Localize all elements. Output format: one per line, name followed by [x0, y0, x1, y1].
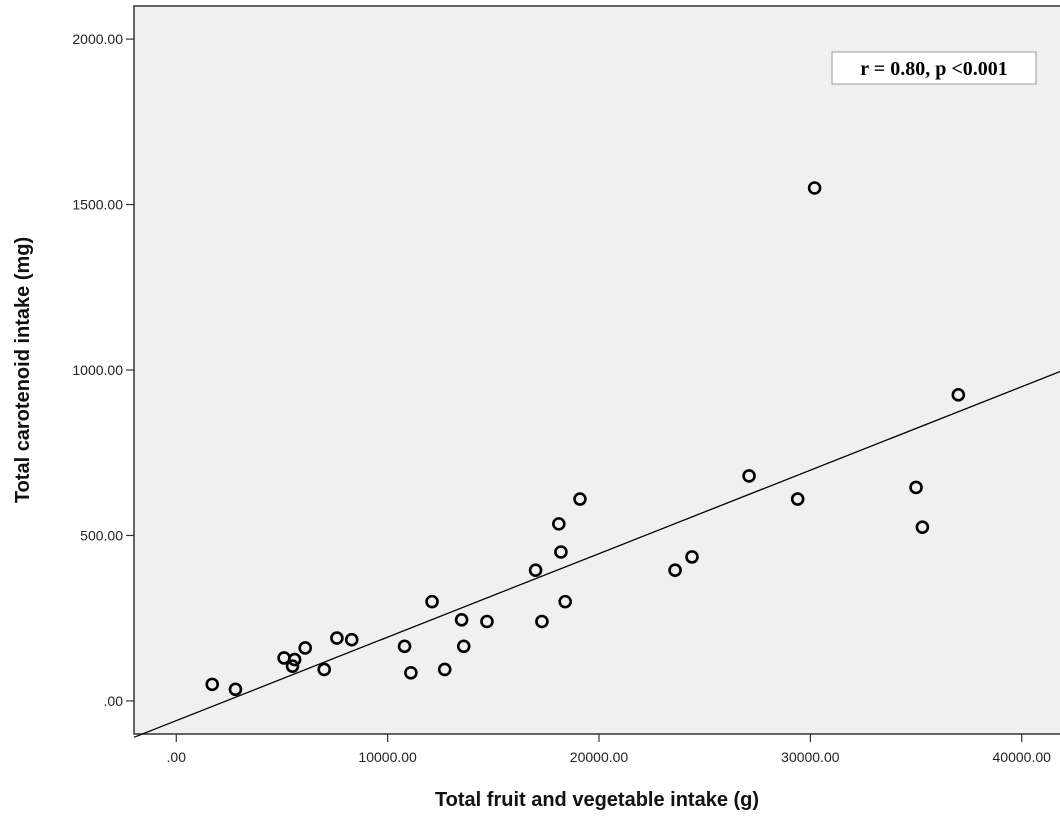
data-point: [205, 677, 220, 692]
data-point: [554, 545, 568, 559]
data-point: [480, 614, 494, 629]
x-axis: .00 10000.00 20000.00 30000.00 40000.00: [167, 734, 1052, 765]
data-point: [454, 613, 469, 627]
points-group: [205, 181, 966, 697]
y-tick-label: 2000.00: [72, 31, 123, 47]
data-point: [915, 520, 930, 534]
data-point: [528, 563, 543, 578]
data-point: [573, 492, 587, 506]
y-axis: .00 500.00 1000.00 1500.00 2000.00: [72, 31, 134, 709]
data-point: [807, 181, 822, 195]
y-tick-label: .00: [104, 693, 124, 709]
x-tick-label: 20000.00: [570, 749, 629, 765]
data-point: [425, 594, 439, 609]
data-point: [298, 641, 313, 655]
y-tick-label: 1000.00: [72, 362, 123, 378]
data-point: [552, 517, 566, 531]
data-point: [535, 614, 549, 629]
data-point: [228, 682, 243, 697]
data-point: [397, 639, 412, 654]
data-point: [685, 550, 699, 564]
data-point: [317, 662, 332, 677]
data-point: [404, 665, 418, 680]
data-point: [287, 652, 302, 667]
annotation-box: [831, 51, 1037, 85]
x-tick-label: 40000.00: [993, 749, 1052, 765]
data-point: [330, 631, 344, 645]
x-tick-label: 10000.00: [358, 749, 417, 765]
data-point: [909, 480, 923, 495]
data-point: [437, 662, 452, 677]
fit-line-group: [133, 370, 1060, 738]
x-tick-label: .00: [167, 749, 187, 765]
data-point: [951, 388, 966, 402]
data-point: [456, 639, 471, 654]
annotation-group: r = 0.80, p <0.001: [831, 51, 1037, 85]
y-axis-title: Total carotenoid intake (mg): [12, 237, 34, 503]
fit-line: [133, 370, 1060, 738]
x-tick-label: 30000.00: [781, 749, 840, 765]
data-point: [285, 659, 300, 673]
data-point: [668, 563, 682, 578]
y-tick-label: 500.00: [80, 527, 123, 543]
data-point: [344, 632, 359, 647]
data-point: [742, 469, 756, 483]
data-point: [558, 594, 572, 609]
plot-area: [133, 5, 1060, 735]
data-point: [790, 492, 805, 506]
x-axis-title: Total fruit and vegetable intake (g): [435, 789, 759, 811]
y-tick-label: 1500.00: [72, 197, 123, 213]
annotation-text: r = 0.80, p <0.001: [860, 58, 1007, 80]
